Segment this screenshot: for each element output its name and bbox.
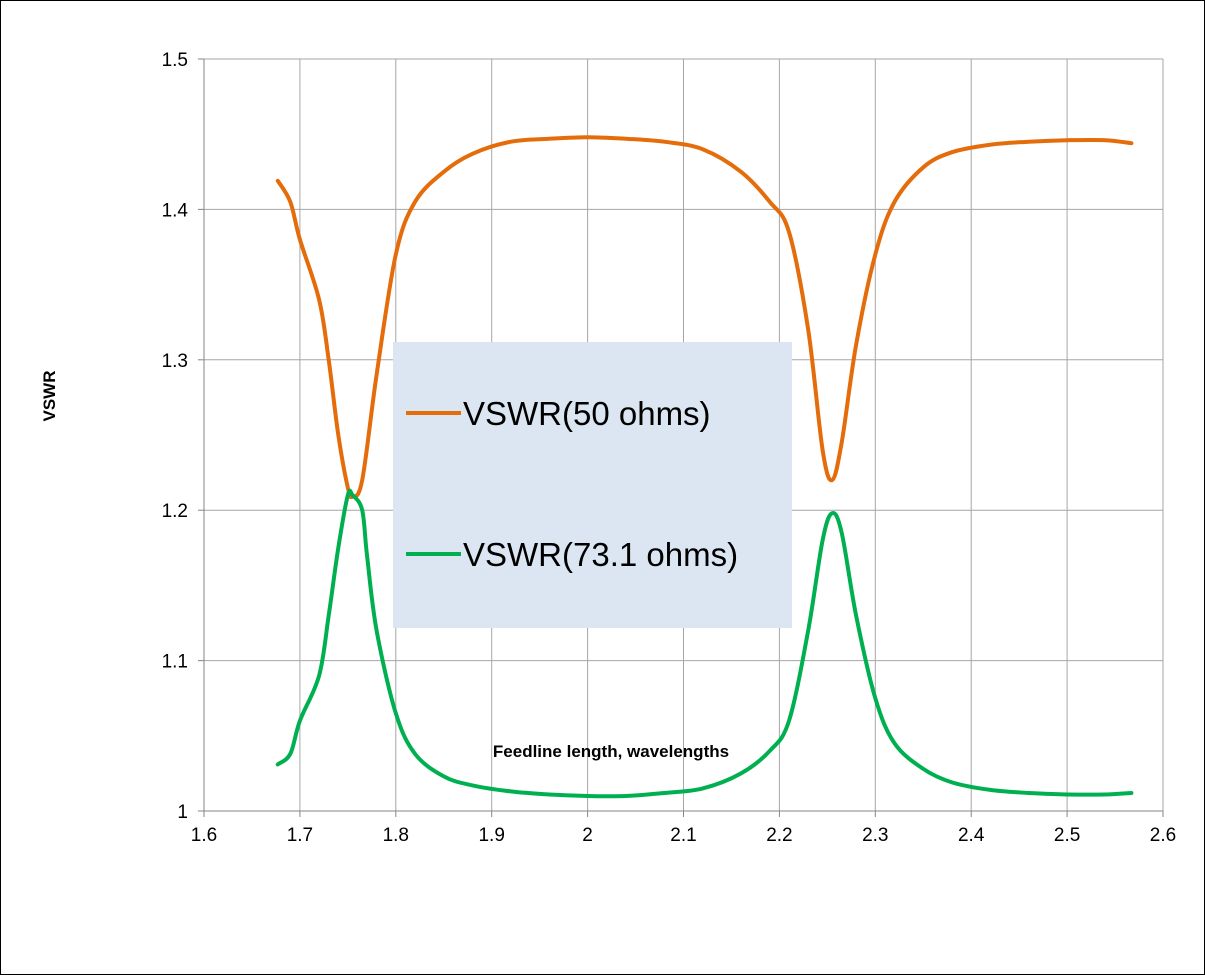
- x-tick-label: 2.3: [862, 825, 888, 846]
- x-tick-label: 1.9: [478, 825, 504, 846]
- x-tick-label: 2.6: [1150, 825, 1176, 846]
- legend-label-2: VSWR(73.1 ohms): [463, 536, 738, 573]
- x-axis-title: Feedline length, wavelengths: [493, 742, 729, 761]
- legend-label-1: VSWR(50 ohms): [463, 395, 711, 432]
- x-tick-label: 2.1: [670, 825, 696, 846]
- y-tick-label: 1.4: [162, 200, 189, 221]
- y-tick-label: 1.3: [162, 351, 188, 372]
- legend-box: [393, 342, 792, 628]
- x-tick-label: 2: [582, 825, 593, 846]
- x-tick-label: 1.7: [287, 825, 313, 846]
- x-tick-label: 2.4: [958, 825, 985, 846]
- y-tick-label: 1.5: [162, 50, 188, 71]
- y-tick-label: 1.1: [162, 652, 188, 673]
- x-tick-label: 2.2: [766, 825, 792, 846]
- y-tick-label: 1.2: [162, 501, 188, 522]
- legend: VSWR(50 ohms) VSWR(73.1 ohms): [393, 342, 792, 628]
- x-tick-label: 1.8: [383, 825, 409, 846]
- x-tick-label: 2.5: [1054, 825, 1080, 846]
- axis-layer: 1.6 1.7 1.8 1.9 2 2.1 2.2 2.3 2.4 2.5 2.6 1 1.1 1.2 1.…: [162, 50, 1177, 846]
- series-layer: [275, 135, 1134, 799]
- x-tick-label: 1.6: [191, 825, 217, 846]
- y-tick-label: 1: [177, 802, 188, 823]
- y-axis-title: VSWR: [40, 371, 59, 422]
- series-line-2: [275, 488, 1134, 799]
